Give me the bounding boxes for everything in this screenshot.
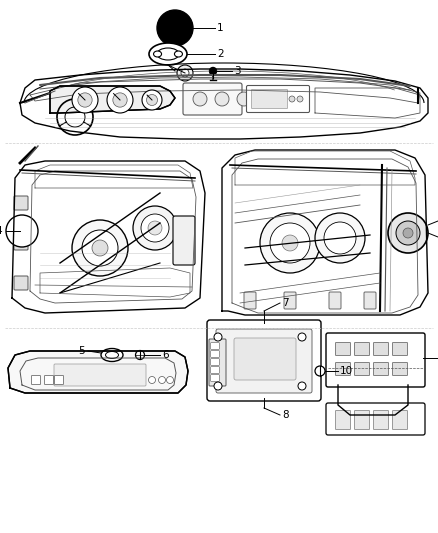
Circle shape <box>146 94 158 106</box>
FancyBboxPatch shape <box>326 403 425 435</box>
FancyBboxPatch shape <box>207 320 321 401</box>
FancyBboxPatch shape <box>336 410 350 430</box>
Circle shape <box>315 213 365 263</box>
FancyBboxPatch shape <box>392 362 407 376</box>
Circle shape <box>141 214 169 242</box>
Ellipse shape <box>174 51 183 57</box>
FancyBboxPatch shape <box>354 362 370 376</box>
Circle shape <box>177 65 193 81</box>
Text: 5: 5 <box>78 346 85 356</box>
Text: 6: 6 <box>162 350 169 360</box>
FancyBboxPatch shape <box>392 410 407 430</box>
Polygon shape <box>50 86 175 113</box>
Circle shape <box>214 382 222 390</box>
Circle shape <box>82 230 118 266</box>
Text: 4: 4 <box>0 226 2 236</box>
Ellipse shape <box>101 349 123 361</box>
FancyBboxPatch shape <box>211 375 219 381</box>
Circle shape <box>270 223 310 263</box>
FancyBboxPatch shape <box>14 236 28 250</box>
Circle shape <box>72 220 128 276</box>
Circle shape <box>181 69 189 77</box>
Ellipse shape <box>106 351 119 359</box>
FancyBboxPatch shape <box>336 362 350 376</box>
Circle shape <box>396 221 420 245</box>
Circle shape <box>148 221 162 235</box>
Circle shape <box>260 213 320 273</box>
FancyBboxPatch shape <box>54 364 146 386</box>
Circle shape <box>324 222 356 254</box>
FancyBboxPatch shape <box>364 292 376 309</box>
Ellipse shape <box>154 51 162 57</box>
Circle shape <box>210 69 216 75</box>
FancyBboxPatch shape <box>173 216 195 265</box>
FancyBboxPatch shape <box>336 343 350 356</box>
FancyBboxPatch shape <box>209 339 226 386</box>
Circle shape <box>113 93 127 107</box>
FancyBboxPatch shape <box>374 343 389 356</box>
Circle shape <box>166 376 173 384</box>
FancyBboxPatch shape <box>14 196 28 210</box>
Circle shape <box>133 206 177 250</box>
FancyBboxPatch shape <box>32 376 40 384</box>
Circle shape <box>388 213 428 253</box>
FancyBboxPatch shape <box>216 329 312 393</box>
Circle shape <box>298 333 306 341</box>
FancyBboxPatch shape <box>54 376 64 384</box>
FancyBboxPatch shape <box>329 292 341 309</box>
FancyBboxPatch shape <box>211 367 219 373</box>
FancyBboxPatch shape <box>211 343 219 349</box>
FancyBboxPatch shape <box>354 410 370 430</box>
FancyBboxPatch shape <box>244 292 256 309</box>
FancyBboxPatch shape <box>251 90 287 109</box>
FancyBboxPatch shape <box>284 292 296 309</box>
Circle shape <box>6 215 38 247</box>
Circle shape <box>92 240 108 256</box>
Ellipse shape <box>157 48 179 60</box>
Circle shape <box>214 333 222 341</box>
Text: 2: 2 <box>217 49 224 59</box>
Circle shape <box>135 351 145 359</box>
Circle shape <box>193 92 207 106</box>
Circle shape <box>237 92 251 106</box>
Circle shape <box>148 376 155 384</box>
Circle shape <box>159 376 166 384</box>
Circle shape <box>157 10 193 46</box>
Text: 3: 3 <box>234 66 240 76</box>
Ellipse shape <box>149 43 187 65</box>
Circle shape <box>403 228 413 238</box>
Circle shape <box>209 68 216 75</box>
Text: 7: 7 <box>282 298 289 308</box>
Circle shape <box>298 382 306 390</box>
FancyBboxPatch shape <box>392 343 407 356</box>
Circle shape <box>289 96 295 102</box>
FancyBboxPatch shape <box>354 343 370 356</box>
Text: 10: 10 <box>340 366 353 376</box>
Circle shape <box>282 235 298 251</box>
FancyBboxPatch shape <box>234 338 296 380</box>
FancyBboxPatch shape <box>374 362 389 376</box>
FancyBboxPatch shape <box>211 359 219 365</box>
FancyBboxPatch shape <box>374 410 389 430</box>
Circle shape <box>78 93 92 107</box>
FancyBboxPatch shape <box>326 333 425 387</box>
Circle shape <box>315 366 325 376</box>
Circle shape <box>72 87 98 113</box>
Circle shape <box>215 92 229 106</box>
FancyBboxPatch shape <box>45 376 53 384</box>
FancyBboxPatch shape <box>183 83 242 115</box>
Polygon shape <box>8 351 188 393</box>
FancyBboxPatch shape <box>247 85 310 112</box>
Text: 8: 8 <box>282 410 289 420</box>
FancyBboxPatch shape <box>14 276 28 290</box>
Circle shape <box>142 90 162 110</box>
FancyBboxPatch shape <box>211 351 219 357</box>
Circle shape <box>107 87 133 113</box>
Text: 1: 1 <box>217 23 224 33</box>
Circle shape <box>297 96 303 102</box>
